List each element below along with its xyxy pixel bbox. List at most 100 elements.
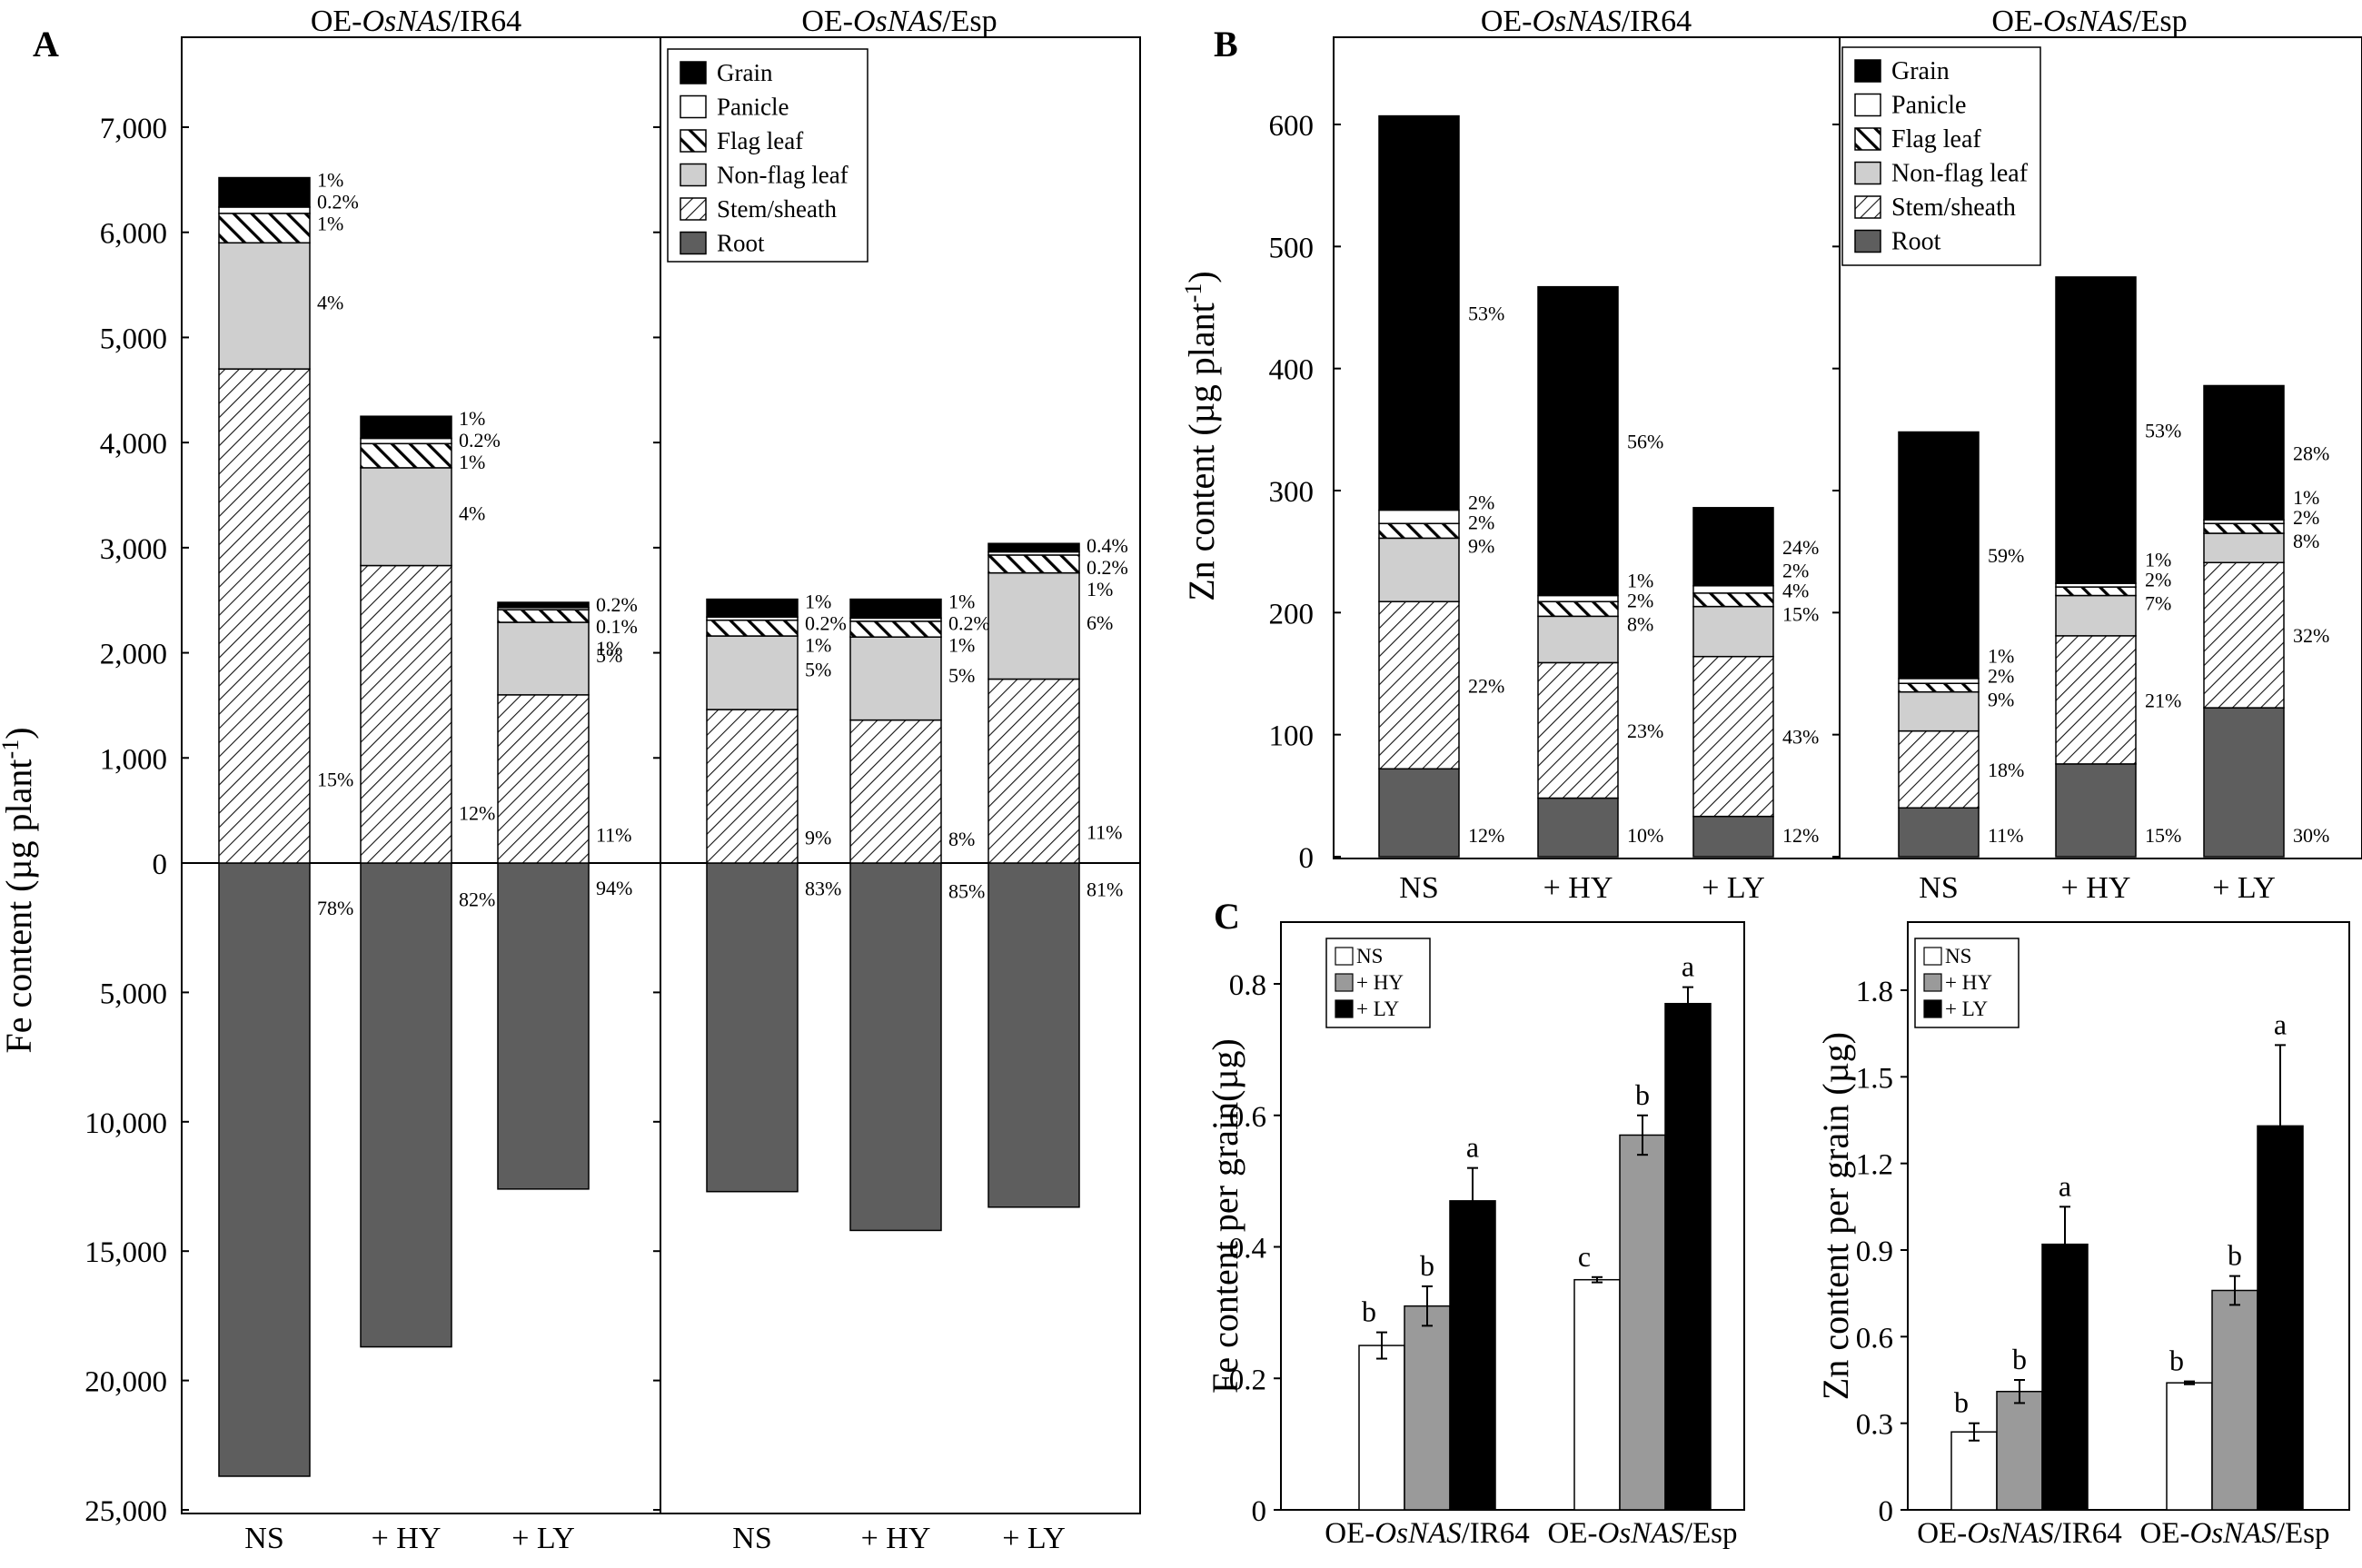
panel-c-zn-content: 0 0.3 0.6 0.9 1.2 1.5 1.8Zn content per grain … [1815, 921, 2350, 1550]
b-label-stem: 43% [1782, 726, 1819, 749]
b-bar-flag_leaf [2203, 522, 2285, 534]
b-bar-root [2055, 763, 2137, 858]
c-ytick-label: 0.2 [1229, 1364, 1266, 1396]
a-label-grain: 1% [317, 169, 343, 192]
b-bar-grain [1692, 507, 1774, 587]
a-label-nonflag: 5% [596, 644, 622, 667]
c-legend-label-2: + LY [1945, 997, 1988, 1020]
panel-a-right-frame [660, 36, 1141, 1514]
legend-swatch-non_flag_leaf [1854, 161, 1881, 185]
c-legend-swatch-1 [1923, 973, 1942, 992]
b-xtick-label: + HY [1543, 871, 1613, 905]
a-label-panicle: 0.2% [459, 429, 501, 452]
c-ytick-label: 0 [1879, 1495, 1894, 1528]
c-bar-0 [2166, 1382, 2213, 1511]
c-legend-swatch-0 [1923, 947, 1942, 966]
c-bar-1 [1404, 1305, 1451, 1511]
a-label-grain: 0.4% [1087, 534, 1128, 557]
b-bar-root [1692, 815, 1774, 858]
a-bar-panicle [360, 437, 452, 445]
a-ylabel: Fe content (µg plant-1) [0, 727, 39, 1053]
a-label-stem: 15% [317, 769, 353, 791]
b-group-title: OE-OsNAS/IR64 [1481, 5, 1692, 38]
b-label-nonflag: 9% [1468, 534, 1494, 557]
c-bar-1 [2211, 1289, 2258, 1511]
legend-swatch-grain [1854, 59, 1881, 83]
a-bar-root [360, 862, 452, 1348]
panel-b: B 0 100 200 300 400 500 600 Zn content (µg plan… [1180, 5, 2362, 905]
legend-label-non_flag_leaf: Non-flag leaf [1891, 160, 2029, 188]
legend-swatch-panicle [1854, 93, 1881, 117]
c-bar-0 [1573, 1278, 1621, 1511]
b-label-stem: 32% [2293, 624, 2329, 647]
b-ytick-label: 300 [1269, 476, 1315, 509]
b-bar-non_flag_leaf [1898, 690, 1980, 732]
legend-label-root: Root [1891, 228, 1941, 256]
b-label-root: 12% [1468, 824, 1504, 847]
b-label-root: 12% [1782, 824, 1819, 847]
a-bar-stem_sheath [497, 694, 590, 864]
b-bar-root [1378, 768, 1460, 858]
a-ytick-label: 5,000 [100, 978, 167, 1010]
a-bar-panicle [218, 206, 311, 214]
b-bar-flag_leaf [1537, 600, 1619, 618]
a-bar-non_flag_leaf [987, 571, 1080, 680]
c-xtick-label: OE-OsNAS/Esp [2140, 1517, 2330, 1550]
b-label-stem: 23% [1627, 719, 1663, 742]
legend-swatch-root [1854, 229, 1881, 253]
a-bar-flag_leaf [849, 620, 942, 638]
b-bar-root [1537, 797, 1619, 858]
c-xtick-label: OE-OsNAS/IR64 [1325, 1517, 1530, 1550]
b-bar-non_flag_leaf [2055, 594, 2137, 637]
a-label-panicle: 0.2% [805, 612, 847, 635]
b-bar-non_flag_leaf [1378, 537, 1460, 602]
a-bar-non_flag_leaf [849, 636, 942, 721]
c-sig-letter: a [1682, 950, 1694, 983]
a-bar-stem_sheath [987, 678, 1080, 864]
a-label-panicle: 0.2% [1087, 556, 1128, 579]
b-bar-flag_leaf [2055, 586, 2137, 597]
c-sig-letter: b [1954, 1386, 1969, 1419]
a-xtick-label: + HY [861, 1522, 931, 1555]
panel-b-right-frame [1839, 36, 2362, 859]
b-label-flag: 2% [1627, 589, 1653, 611]
c-ytick-label: 1.2 [1856, 1149, 1893, 1182]
b-bar-stem_sheath [2203, 561, 2285, 709]
panel-a: A 0 1,000 2,000 3,000 4,000 5,000 6,000 7,000 5,… [0, 5, 1141, 1555]
a-label-stem: 12% [459, 801, 495, 824]
c-sig-letter: c [1578, 1240, 1591, 1273]
c-sig-letter: b [2228, 1239, 2242, 1272]
a-group-title: OE-OsNAS/Esp [801, 5, 997, 38]
c-ytick-label: 0.6 [1856, 1322, 1893, 1355]
b-label-stem: 22% [1468, 674, 1504, 697]
b-bar-panicle [1692, 585, 1774, 594]
c-bar-0 [1358, 1345, 1405, 1511]
a-bar-non_flag_leaf [360, 467, 452, 567]
b-bar-flag_leaf [1692, 592, 1774, 608]
b-ytick-label: 400 [1269, 354, 1315, 387]
a-label-root: 81% [1087, 878, 1123, 901]
a-xtick-label: NS [244, 1522, 283, 1555]
c-legend-swatch-2 [1923, 999, 1942, 1018]
a-bar-root [849, 862, 942, 1232]
c-sig-letter: a [2274, 1007, 2287, 1040]
b-label-root: 11% [1988, 824, 2024, 847]
panel-c-fe-content: 0 0.2 0.4 0.6 0.8 Fe content per grain(µg) b b a… [1205, 921, 1745, 1550]
c-legend-swatch-1 [1335, 973, 1354, 992]
a-label-stem: 11% [596, 824, 632, 847]
a-bar-flag_leaf [218, 213, 311, 244]
b-label-nonflag: 8% [1627, 612, 1653, 635]
a-label-root: 85% [948, 879, 985, 902]
b-bar-grain [1378, 114, 1460, 511]
c-ytick-label: 1.8 [1856, 976, 1893, 1008]
c-legend-label-1: + HY [1356, 971, 1404, 994]
legend-label-grain: Grain [717, 59, 773, 86]
a-bar-flag_leaf [360, 442, 452, 469]
b-bar-grain [2055, 276, 2137, 584]
c-legend-swatch-2 [1335, 999, 1354, 1018]
a-bar-grain [706, 598, 799, 618]
b-bar-stem_sheath [1378, 600, 1460, 770]
b-label-flag: 2% [2293, 506, 2319, 529]
legend-label-flag_leaf: Flag leaf [717, 127, 803, 154]
a-bar-grain [849, 598, 942, 620]
